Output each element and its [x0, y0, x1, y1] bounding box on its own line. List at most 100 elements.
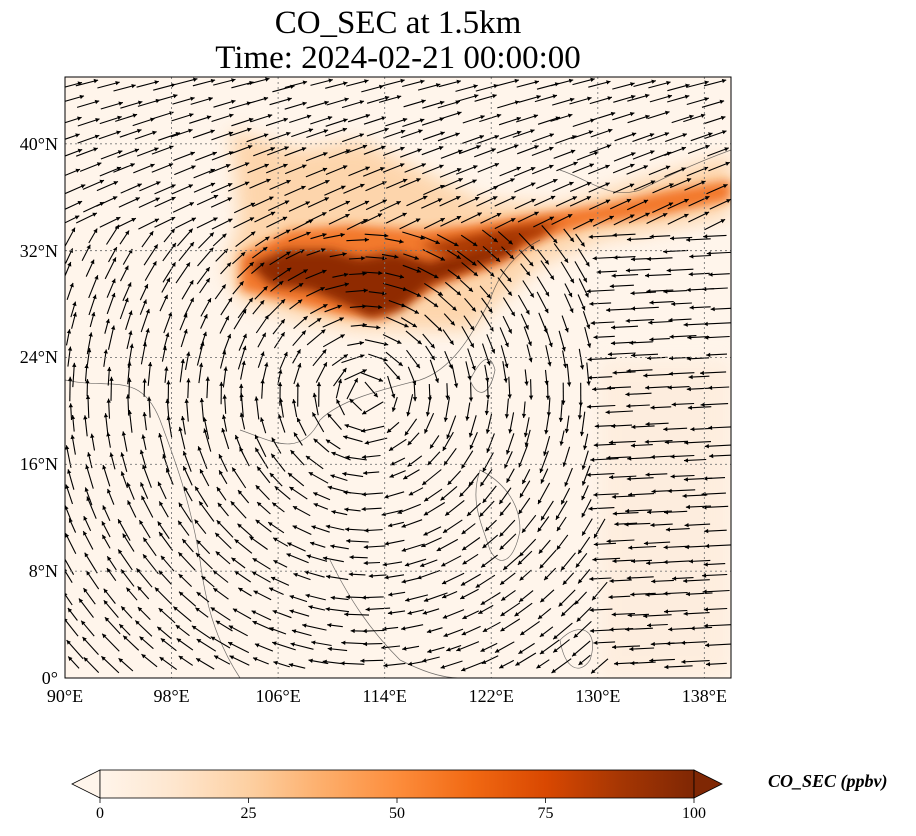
wind-arrow — [455, 165, 478, 175]
wind-arrow — [686, 97, 710, 106]
wind-arrow — [426, 627, 443, 634]
wind-arrow — [669, 178, 692, 189]
wind-arrow — [688, 559, 711, 564]
wind-arrow — [519, 480, 531, 498]
wind-arrow — [422, 131, 445, 141]
wind-arrow — [583, 433, 589, 450]
wind-arrow — [288, 201, 311, 212]
wind-arrow — [322, 659, 344, 665]
wind-arrow — [516, 80, 540, 88]
wind-arrow — [210, 636, 231, 649]
wind-arrow — [113, 84, 136, 92]
wind-arrow — [158, 570, 172, 585]
wind-arrow — [193, 182, 216, 193]
wind-arrow — [198, 232, 215, 249]
wind-arrow — [421, 146, 444, 156]
wind-arrow — [539, 549, 557, 569]
wind-arrow — [90, 433, 96, 451]
wind-arrow — [262, 362, 269, 382]
wind-arrow — [663, 609, 688, 614]
wind-arrow — [497, 100, 520, 109]
wind-arrow — [460, 573, 481, 586]
wind-arrow — [211, 131, 234, 141]
wind-arrow — [311, 640, 332, 647]
wind-arrow — [121, 431, 128, 452]
wind-arrow — [211, 218, 233, 230]
wind-arrow — [500, 345, 509, 369]
wind-arrow — [499, 130, 522, 140]
wind-arrow — [569, 181, 592, 193]
wind-arrow — [305, 455, 324, 470]
wind-arrow — [630, 306, 659, 311]
wind-arrow — [555, 500, 568, 521]
wind-arrow — [346, 377, 359, 400]
wind-arrow — [502, 297, 516, 317]
wind-arrow — [99, 115, 122, 125]
wind-arrow — [702, 573, 728, 578]
wind-arrow — [306, 248, 326, 256]
wind-arrow — [581, 499, 592, 518]
wind-arrow — [397, 503, 422, 514]
wind-arrow — [270, 576, 290, 586]
wind-arrow — [498, 487, 512, 505]
wind-arrow — [158, 432, 166, 458]
colorbar-gradient — [99, 769, 695, 799]
wind-arrow — [216, 486, 227, 501]
wind-arrow — [456, 94, 479, 103]
wind-arrow — [475, 84, 499, 92]
wind-arrow — [521, 469, 531, 485]
wind-arrow — [311, 412, 325, 433]
wind-arrow — [650, 454, 674, 460]
wind-arrow — [366, 127, 389, 137]
wind-arrow — [593, 640, 616, 645]
wind-arrow — [190, 96, 213, 105]
wind-arrow — [572, 77, 595, 86]
lon-tick-label: 122°E — [468, 686, 514, 706]
wind-arrow — [486, 334, 496, 354]
wind-arrow — [293, 432, 303, 446]
wind-arrow — [705, 662, 727, 667]
wind-arrow — [703, 115, 726, 125]
wind-arrow — [345, 144, 368, 154]
wind-arrow — [102, 505, 111, 522]
wind-arrow — [564, 283, 573, 298]
wind-arrow — [324, 185, 346, 196]
wind-arrow — [462, 553, 479, 565]
wind-arrow — [328, 200, 351, 212]
wind-arrow — [157, 481, 167, 500]
wind-arrow — [176, 228, 194, 247]
wind-arrow — [422, 608, 440, 615]
wind-arrow — [690, 626, 713, 631]
wind-arrow — [481, 297, 493, 314]
wind-arrow — [545, 345, 552, 367]
wind-arrow — [139, 181, 161, 192]
wind-arrow — [288, 231, 311, 242]
wind-arrow — [421, 198, 443, 209]
wind-arrow — [493, 178, 515, 189]
wind-arrow — [459, 588, 479, 600]
wind-arrow — [344, 507, 361, 512]
wind-arrow — [609, 475, 637, 480]
wind-arrow — [703, 562, 726, 567]
wind-arrow — [543, 567, 557, 581]
wind-arrow — [83, 515, 92, 532]
wind-arrow — [365, 607, 391, 612]
wind-arrow — [229, 655, 250, 666]
wind-arrow — [558, 400, 564, 423]
wind-arrow — [402, 645, 420, 651]
wind-arrow — [179, 313, 188, 331]
wind-arrow — [289, 595, 308, 603]
wind-arrow — [363, 470, 380, 476]
wind-arrow — [289, 609, 310, 617]
wind-arrow — [683, 611, 710, 616]
concentration-field — [65, 77, 731, 678]
wind-arrow — [100, 101, 124, 110]
wind-arrow — [122, 282, 132, 302]
wind-arrow — [65, 505, 72, 522]
wind-arrow — [423, 526, 442, 536]
wind-arrow — [365, 199, 388, 211]
wind-arrow — [384, 539, 405, 546]
wind-arrow — [322, 317, 345, 328]
wind-arrow — [252, 620, 274, 632]
wind-arrow — [387, 610, 406, 615]
